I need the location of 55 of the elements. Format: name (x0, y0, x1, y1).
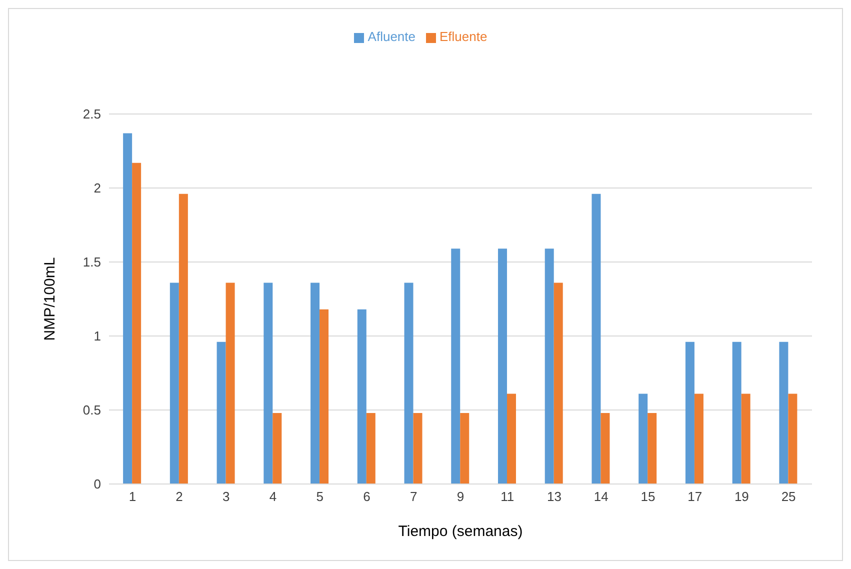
x-tick-label: 14 (594, 489, 608, 504)
bar (498, 248, 507, 484)
legend-label: Efluente (440, 29, 488, 44)
bar (178, 194, 188, 484)
y-tick-label: 2.5 (82, 106, 101, 122)
bar (592, 194, 601, 484)
x-tick-label: 17 (688, 489, 702, 504)
bar (272, 412, 282, 484)
bar (226, 282, 235, 484)
x-tick-label: 2 (176, 489, 183, 504)
bar (451, 248, 460, 484)
bar (413, 412, 422, 484)
x-tick-label: 1 (128, 489, 136, 504)
x-tick-label: 13 (547, 489, 562, 504)
y-tick-label: 0 (94, 476, 101, 492)
bar (216, 342, 226, 484)
bar (554, 282, 563, 484)
bar (170, 282, 179, 484)
x-tick-label: 7 (410, 489, 418, 504)
x-tick-label: 5 (316, 489, 324, 504)
x-tick-label: 3 (222, 489, 230, 504)
bar (404, 282, 414, 484)
bar (123, 133, 132, 484)
bar (779, 342, 788, 484)
bar (310, 282, 320, 484)
x-tick-label: 4 (269, 489, 277, 504)
bar (694, 394, 704, 484)
x-tick-label: 9 (456, 489, 464, 504)
bar (357, 309, 366, 484)
x-axis-title: Tiempo (semanas) (398, 523, 523, 540)
bar (685, 342, 694, 484)
bar (648, 412, 657, 484)
y-tick-label: 1 (94, 328, 101, 344)
bar (544, 248, 554, 484)
x-tick-label: 11 (500, 489, 514, 504)
x-tick-label: 25 (781, 489, 796, 504)
x-tick-label: 15 (640, 489, 656, 504)
y-tick-label: 1.5 (82, 254, 101, 270)
bar (460, 412, 470, 484)
y-tick-label: 0.5 (82, 402, 101, 418)
bar (264, 282, 273, 484)
y-tick-label: 2 (94, 180, 101, 196)
bar (366, 412, 376, 484)
bar (600, 412, 610, 484)
bar (741, 394, 750, 484)
y-axis-title: NMP/100mL (41, 257, 58, 341)
x-tick-label: 19 (734, 489, 749, 504)
bar (788, 394, 798, 484)
bar (506, 394, 516, 484)
bar (638, 394, 648, 484)
bar (732, 342, 742, 484)
bar (132, 162, 142, 484)
bar (320, 309, 329, 484)
legend-label: Afluente (368, 29, 416, 44)
x-tick-label: 6 (363, 489, 370, 504)
